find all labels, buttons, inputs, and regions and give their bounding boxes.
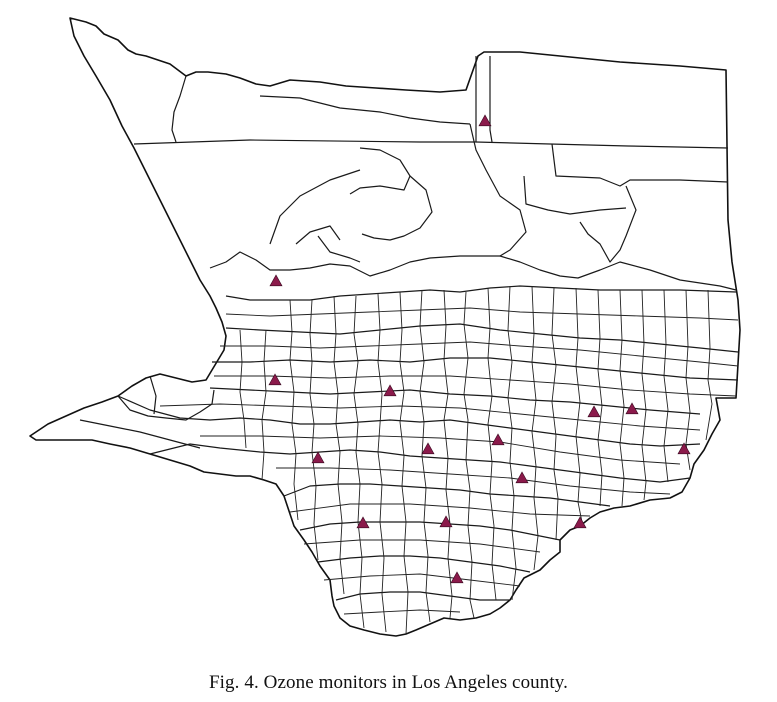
figure-caption: Fig. 4. Ozone monitors in Los Angeles co… bbox=[209, 672, 568, 693]
ozone-monitor-triangle-icon bbox=[677, 442, 691, 455]
district-boundary bbox=[349, 147, 411, 195]
ozone-monitor-triangle-icon bbox=[478, 114, 492, 127]
district-boundary bbox=[149, 443, 691, 483]
district-boundary bbox=[212, 357, 739, 381]
ozone-monitor-triangle-icon bbox=[450, 571, 464, 584]
ozone-monitor-triangle-icon bbox=[269, 274, 283, 287]
district-boundary bbox=[79, 419, 201, 449]
district-boundary bbox=[209, 251, 500, 277]
ozone-monitor-triangle-icon bbox=[587, 405, 601, 418]
district-boundary bbox=[133, 56, 477, 145]
district-boundary bbox=[475, 141, 729, 149]
district-boundary bbox=[469, 123, 527, 257]
district-boundary bbox=[209, 387, 701, 415]
district-boundary bbox=[283, 483, 611, 507]
district-boundary bbox=[489, 56, 493, 143]
district-boundary bbox=[259, 95, 471, 125]
district-boundary bbox=[295, 225, 341, 245]
district-boundary bbox=[317, 235, 361, 263]
district-boundary bbox=[361, 175, 433, 241]
ozone-monitor-triangle-icon bbox=[356, 516, 370, 529]
district-boundary bbox=[269, 169, 361, 245]
district-boundary bbox=[225, 323, 739, 353]
ozone-monitor-triangle-icon bbox=[439, 515, 453, 528]
district-boundary bbox=[117, 389, 215, 421]
district-boundary bbox=[171, 75, 187, 143]
district-boundary bbox=[299, 521, 561, 541]
ozone-monitor-triangle-icon bbox=[311, 451, 325, 464]
district-boundary bbox=[551, 143, 729, 187]
monitor-markers bbox=[268, 114, 691, 584]
ozone-monitor-triangle-icon bbox=[491, 433, 505, 446]
tract-grid-horizontal bbox=[159, 307, 739, 615]
district-boundary bbox=[499, 255, 737, 291]
ozone-monitor-triangle-icon bbox=[268, 373, 282, 386]
district-boundary bbox=[523, 175, 627, 215]
county-map bbox=[29, 17, 741, 637]
district-boundary bbox=[117, 395, 701, 447]
ozone-monitor-triangle-icon bbox=[421, 442, 435, 455]
district-boundary bbox=[579, 185, 637, 263]
ozone-monitor-triangle-icon bbox=[573, 516, 587, 529]
county-outline bbox=[29, 17, 741, 637]
ozone-monitor-triangle-icon bbox=[383, 384, 397, 397]
district-boundary bbox=[317, 555, 531, 573]
ozone-monitor-triangle-icon bbox=[625, 402, 639, 415]
district-boundary bbox=[149, 375, 157, 415]
ozone-monitor-triangle-icon bbox=[515, 471, 529, 484]
